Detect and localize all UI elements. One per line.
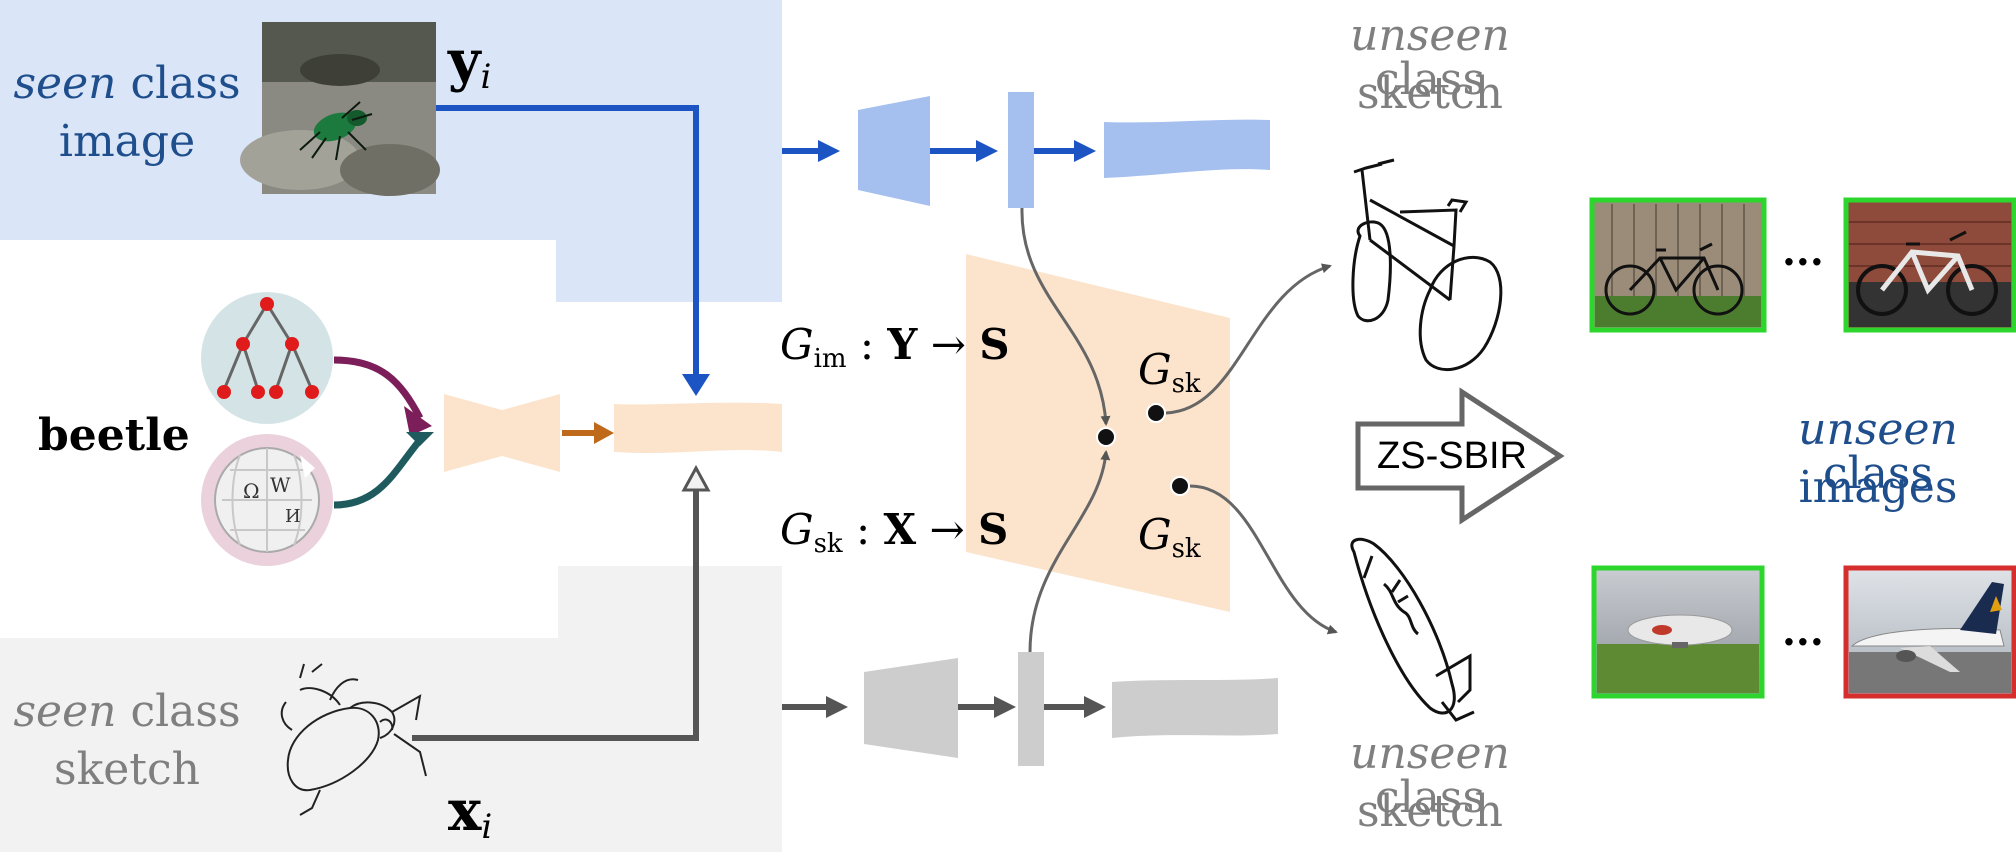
- svg-text:И: И: [285, 506, 301, 527]
- unseen-emph: unseen: [1350, 10, 1510, 61]
- generated-node-1: [1146, 403, 1166, 423]
- unseen-bicycle-photo-2: [1843, 197, 2016, 333]
- class-word: class: [1374, 54, 1486, 105]
- sketch-path-arrow: [412, 480, 699, 741]
- sketch-encoder: [864, 658, 958, 758]
- zs-sbir-arrow: [1355, 387, 1565, 525]
- seen-emph: seen: [13, 58, 117, 109]
- ellipsis-bottom: ...: [1782, 608, 1824, 655]
- g-sk-mapping: Gsk : X → S: [780, 505, 1009, 559]
- unseen-emph: unseen: [1798, 404, 1958, 455]
- sketch-feature-curve: [1028, 450, 1111, 653]
- image-encoder: [858, 96, 930, 206]
- airship-sketch: [1350, 537, 1475, 722]
- class-word: class: [1374, 772, 1486, 823]
- g-sk-label-lower: Gsk: [1138, 510, 1201, 564]
- sketch-word: sketch: [1357, 786, 1503, 837]
- class-word: class: [116, 58, 241, 109]
- class-word: class: [116, 686, 241, 737]
- sketch-symbol-xi: xi: [448, 778, 493, 847]
- unseen-airship-photo: [1591, 565, 1765, 699]
- generated-node-2: [1170, 476, 1190, 496]
- bicycle-gen-arrow: [1165, 263, 1332, 415]
- seen-emph: seen: [13, 686, 117, 737]
- image-embedding: [1104, 119, 1270, 178]
- semantic-embedding: [614, 402, 782, 453]
- image-feature-curve: [1020, 207, 1111, 426]
- svg-text:Ω: Ω: [243, 479, 260, 503]
- hierarchy-arrow: [333, 356, 424, 420]
- sketch-bottleneck: [1018, 652, 1044, 766]
- hierarchy-tree-icon: [201, 292, 333, 424]
- sketch-word: sketch: [54, 744, 200, 795]
- wiki-arrow: [333, 437, 423, 509]
- seen-beetle-photo: [240, 22, 440, 196]
- g-im-mapping: Gim : Y → S: [780, 320, 1010, 374]
- unseen-class-images-label: unseen class images: [1740, 408, 2016, 524]
- seen-class-image-label: seen class image: [12, 62, 242, 178]
- unseen-class-sketch-label-top: unseen class sketch: [1290, 14, 1570, 130]
- svg-text:W: W: [270, 473, 291, 497]
- unseen-emph: unseen: [1350, 728, 1510, 779]
- unseen-bicycle-photo-1: [1589, 197, 1767, 333]
- wikipedia-globe-icon: Ω W И: [201, 434, 333, 566]
- airship-gen-arrow: [1189, 484, 1338, 635]
- unseen-class-sketch-label-bottom: unseen class sketch: [1290, 732, 1570, 848]
- class-word: class: [1822, 448, 1934, 499]
- image-word: image: [58, 116, 196, 167]
- semantic-encoder: [444, 394, 560, 472]
- sketch-embedding: [1112, 678, 1278, 738]
- merge-node: [1096, 427, 1116, 447]
- class-name-beetle: beetle: [38, 410, 190, 461]
- bicycle-sketch: [1351, 158, 1503, 371]
- ellipsis-top: ...: [1782, 228, 1824, 275]
- image-symbol-yi: yi: [448, 28, 492, 97]
- unseen-airplane-photo: [1843, 565, 2016, 699]
- image-bottleneck: [1008, 92, 1034, 208]
- images-word: images: [1798, 462, 1958, 513]
- g-sk-label-upper: Gsk: [1138, 345, 1201, 399]
- seen-class-sketch-label: seen class sketch: [12, 690, 242, 806]
- beetle-sketch: [280, 663, 427, 816]
- image-path-arrow: [436, 105, 699, 378]
- seen-sketch-region: [0, 566, 782, 852]
- zs-sbir-label: ZS-SBIR: [1377, 435, 1527, 477]
- orange-arrow-head: [594, 422, 614, 444]
- sketch-word: sketch: [1357, 68, 1503, 119]
